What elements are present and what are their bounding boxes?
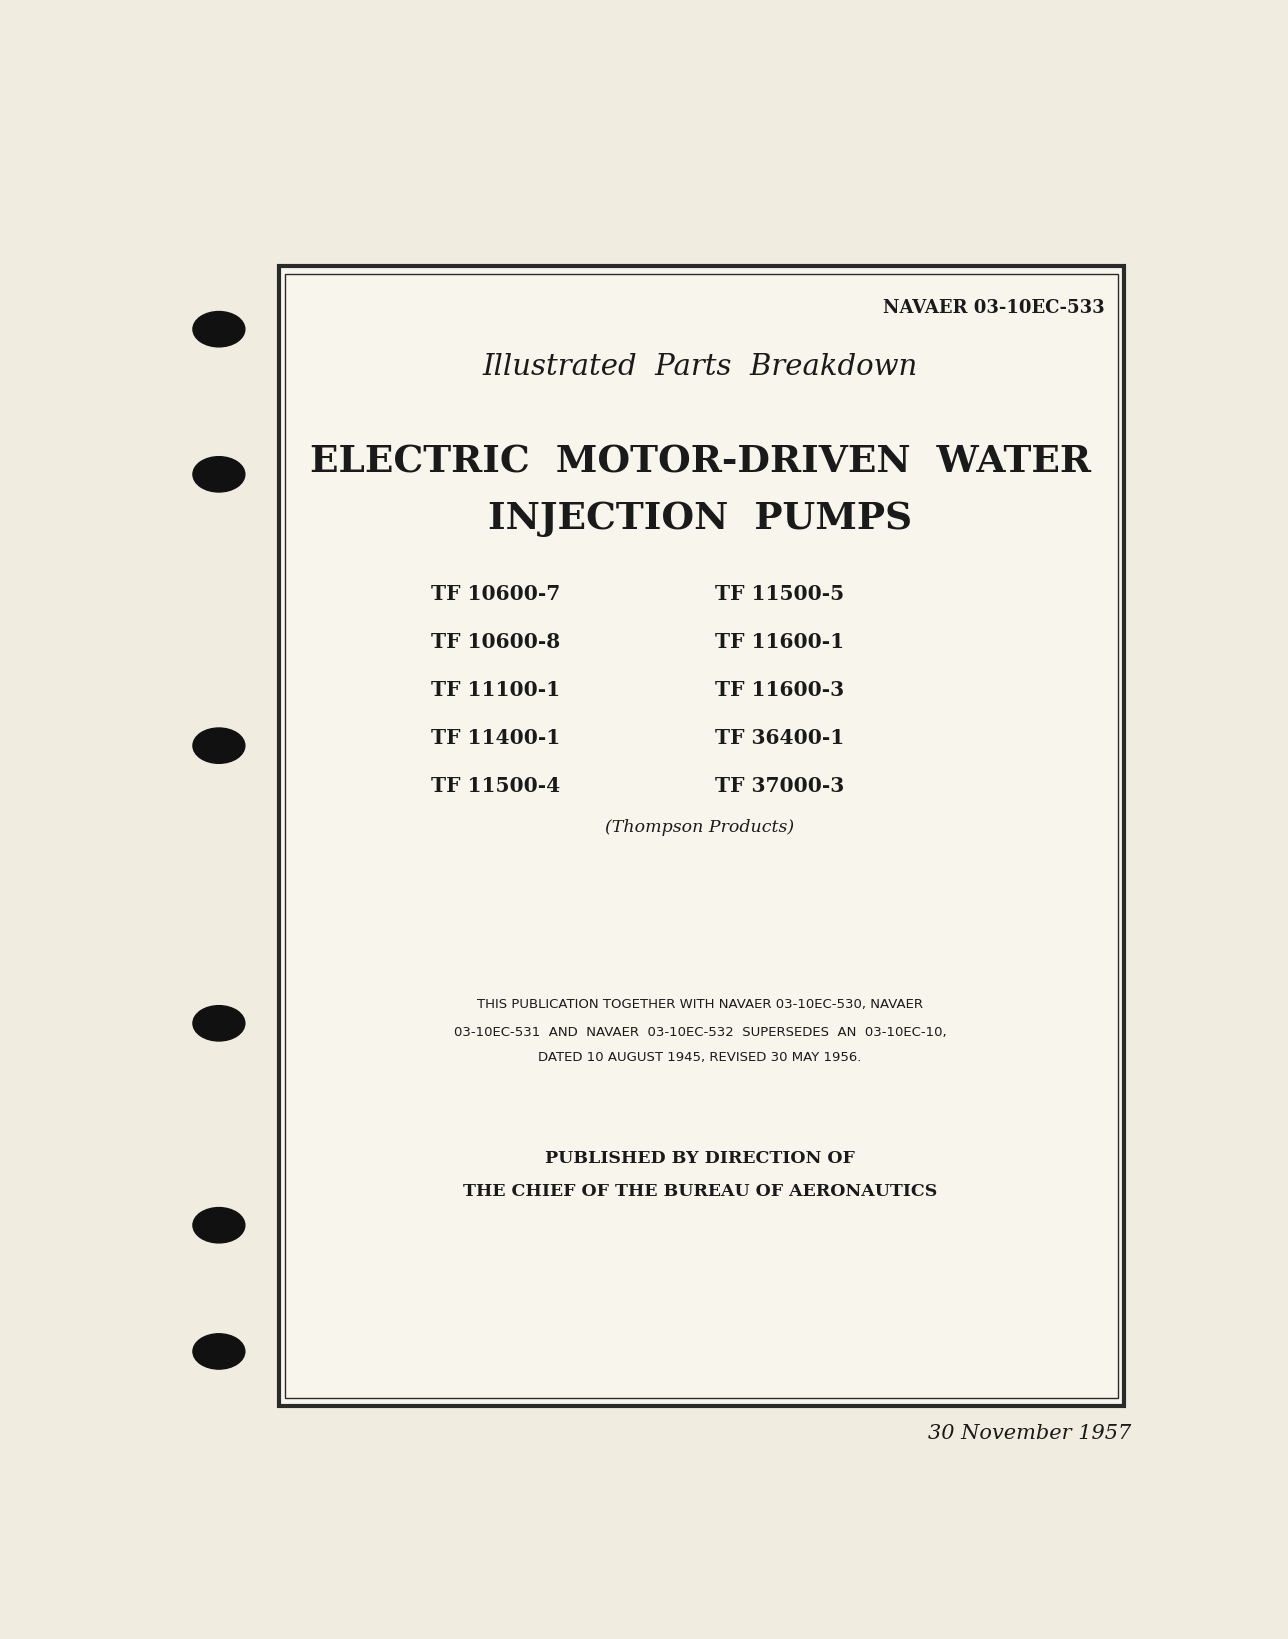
Text: 03-10EC-531  AND  NAVAER  03-10EC-532  SUPERSEDES  AN  03-10EC-10,: 03-10EC-531 AND NAVAER 03-10EC-532 SUPER… bbox=[453, 1026, 947, 1039]
Text: TF 10600-7: TF 10600-7 bbox=[430, 583, 560, 605]
Text: TF 37000-3: TF 37000-3 bbox=[715, 775, 845, 797]
Text: INJECTION  PUMPS: INJECTION PUMPS bbox=[488, 500, 912, 538]
Text: Illustrated  Parts  Breakdown: Illustrated Parts Breakdown bbox=[483, 352, 917, 380]
Ellipse shape bbox=[193, 1006, 245, 1041]
Ellipse shape bbox=[193, 457, 245, 492]
Text: THE CHIEF OF THE BUREAU OF AERONAUTICS: THE CHIEF OF THE BUREAU OF AERONAUTICS bbox=[462, 1183, 938, 1200]
Text: TF 11600-1: TF 11600-1 bbox=[715, 633, 845, 652]
Text: DATED 10 AUGUST 1945, REVISED 30 MAY 1956.: DATED 10 AUGUST 1945, REVISED 30 MAY 195… bbox=[538, 1051, 862, 1064]
Text: TF 11400-1: TF 11400-1 bbox=[430, 728, 560, 747]
Text: 30 November 1957: 30 November 1957 bbox=[927, 1424, 1131, 1442]
Ellipse shape bbox=[193, 1208, 245, 1242]
Text: NAVAER 03-10EC-533: NAVAER 03-10EC-533 bbox=[882, 298, 1104, 316]
Text: TF 11600-3: TF 11600-3 bbox=[715, 680, 845, 700]
Ellipse shape bbox=[193, 311, 245, 347]
Text: TF 11500-5: TF 11500-5 bbox=[715, 583, 845, 605]
Ellipse shape bbox=[193, 1334, 245, 1369]
Ellipse shape bbox=[193, 728, 245, 764]
Text: (Thompson Products): (Thompson Products) bbox=[605, 820, 795, 836]
Text: TF 11100-1: TF 11100-1 bbox=[430, 680, 560, 700]
Text: ELECTRIC  MOTOR-DRIVEN  WATER: ELECTRIC MOTOR-DRIVEN WATER bbox=[309, 443, 1091, 480]
Text: THIS PUBLICATION TOGETHER WITH NAVAER 03-10EC-530, NAVAER: THIS PUBLICATION TOGETHER WITH NAVAER 03… bbox=[477, 998, 923, 1011]
Text: PUBLISHED BY DIRECTION OF: PUBLISHED BY DIRECTION OF bbox=[545, 1151, 855, 1167]
Text: TF 36400-1: TF 36400-1 bbox=[715, 728, 845, 747]
FancyBboxPatch shape bbox=[278, 266, 1124, 1406]
Text: TF 10600-8: TF 10600-8 bbox=[430, 633, 560, 652]
Text: TF 11500-4: TF 11500-4 bbox=[430, 775, 560, 797]
